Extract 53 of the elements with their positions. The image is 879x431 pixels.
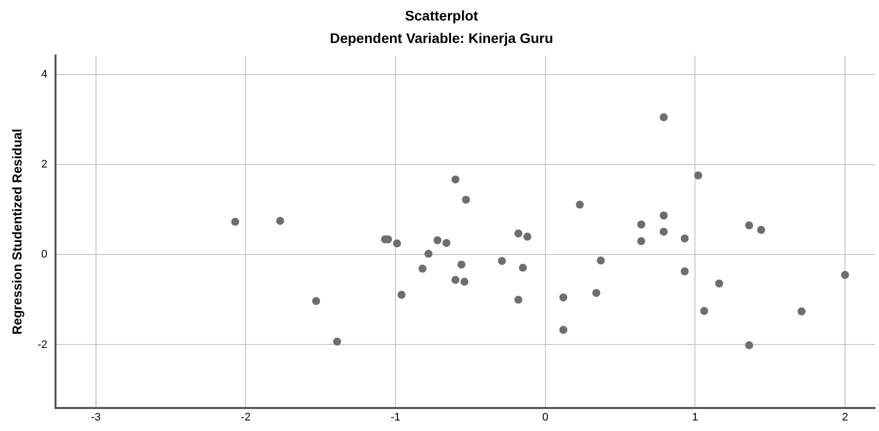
point bbox=[637, 220, 646, 228]
point bbox=[745, 341, 754, 350]
point bbox=[514, 230, 522, 238]
point bbox=[418, 264, 426, 273]
point bbox=[700, 306, 708, 315]
point bbox=[398, 290, 406, 299]
chart-subtitle: Dependent Variable: Kinerja Guru bbox=[330, 30, 554, 46]
point bbox=[596, 256, 605, 265]
point bbox=[451, 276, 460, 284]
point bbox=[694, 171, 702, 180]
point bbox=[442, 238, 450, 247]
point bbox=[457, 260, 466, 269]
point bbox=[333, 338, 342, 346]
point bbox=[660, 113, 668, 122]
x-tick-label: 2 bbox=[842, 411, 848, 424]
y-tick-label: 0 bbox=[41, 248, 48, 261]
point bbox=[312, 297, 320, 306]
point bbox=[433, 236, 442, 244]
point bbox=[715, 279, 724, 288]
x-tick-label: -1 bbox=[390, 411, 400, 424]
x-tick-label: -2 bbox=[240, 411, 251, 424]
point bbox=[231, 218, 240, 226]
point bbox=[514, 296, 522, 304]
point bbox=[518, 264, 527, 272]
point bbox=[424, 250, 432, 258]
point bbox=[680, 267, 689, 276]
point bbox=[451, 175, 460, 184]
point bbox=[660, 211, 668, 220]
x-tick-label: 1 bbox=[692, 411, 698, 424]
point bbox=[576, 200, 584, 209]
y-tick-label: 4 bbox=[41, 68, 48, 81]
point bbox=[798, 307, 806, 316]
point bbox=[559, 326, 568, 334]
point bbox=[393, 239, 402, 248]
x-tick-label: 0 bbox=[542, 411, 548, 424]
point bbox=[276, 216, 284, 225]
chart-title: Scatterplot bbox=[404, 7, 478, 24]
point bbox=[523, 232, 532, 241]
point bbox=[637, 237, 646, 246]
point bbox=[757, 226, 766, 234]
point bbox=[592, 288, 600, 297]
point bbox=[559, 293, 568, 302]
y-tick-label: -2 bbox=[38, 338, 48, 351]
point bbox=[680, 234, 689, 242]
point bbox=[745, 221, 754, 230]
x-tick-label: -3 bbox=[90, 411, 101, 424]
point bbox=[841, 270, 850, 279]
point bbox=[460, 278, 468, 286]
y-tick-label: 2 bbox=[41, 158, 48, 171]
y-axis-title: Regression Studentized Residual bbox=[9, 128, 24, 335]
point bbox=[498, 256, 506, 265]
point bbox=[462, 196, 470, 204]
point bbox=[660, 228, 668, 236]
